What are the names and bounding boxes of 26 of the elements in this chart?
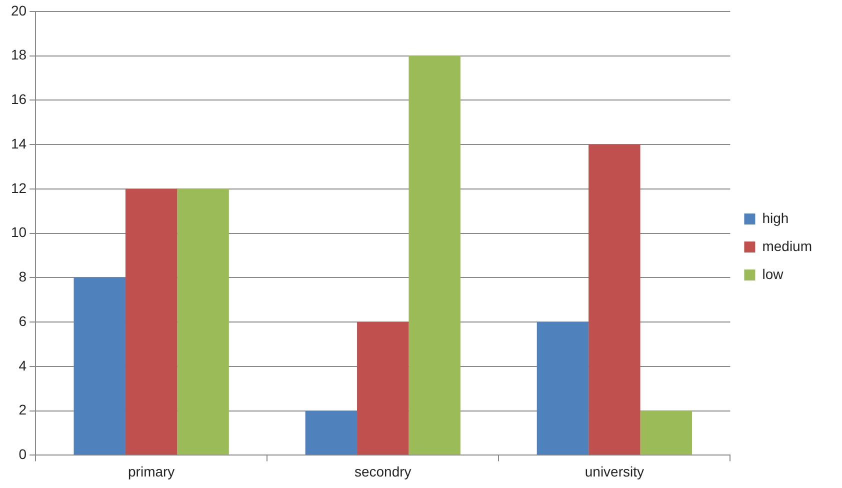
bar [408, 56, 460, 455]
y-tick-label: 12 [10, 180, 27, 196]
y-tick-label: 20 [10, 2, 27, 18]
legend-label: medium [762, 238, 812, 254]
bar [177, 188, 229, 455]
x-tick-label: secondry [354, 463, 412, 480]
legend-label: high [762, 210, 789, 226]
y-tick-label: 2 [18, 402, 27, 418]
bar [536, 322, 589, 455]
bar [357, 322, 409, 455]
bar [588, 144, 640, 455]
y-tick-label: 14 [10, 135, 27, 152]
x-tick-label: university [584, 463, 644, 480]
y-tick-label: 4 [18, 357, 27, 374]
x-tick-label: primary [128, 463, 175, 480]
y-tick-label: 8 [18, 268, 27, 285]
bar [305, 410, 358, 455]
bar [640, 410, 692, 455]
y-tick-label: 0 [18, 446, 27, 462]
y-tick-label: 18 [10, 46, 27, 63]
y-tick-label: 6 [18, 312, 27, 329]
y-tick-label: 10 [10, 224, 27, 240]
bar [74, 278, 126, 455]
legend-label: low [762, 266, 784, 282]
y-tick-label: 16 [10, 91, 27, 108]
bar [125, 188, 178, 455]
